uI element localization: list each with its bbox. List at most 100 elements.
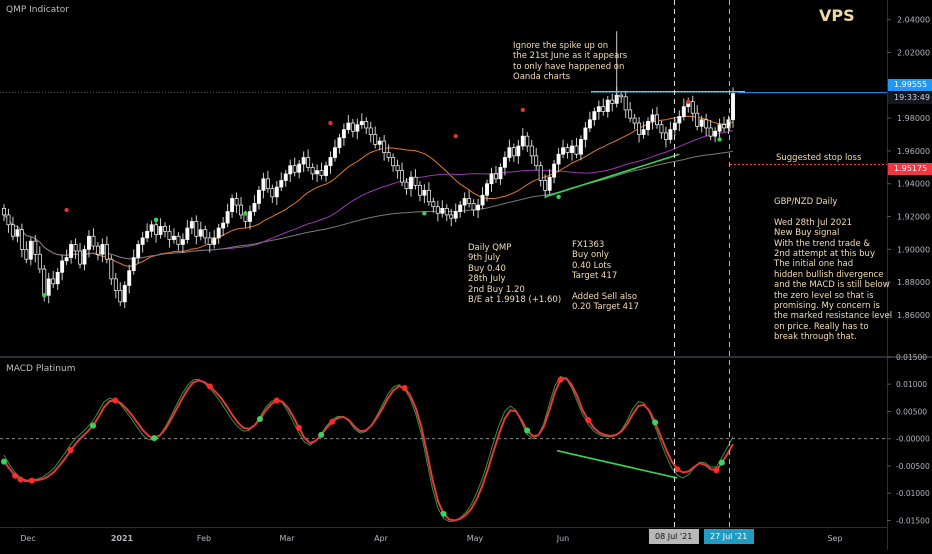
candle-body-up	[288, 165, 293, 175]
last-price-tag: 1.99555	[894, 80, 928, 89]
candle-body-down	[637, 122, 642, 135]
candle	[498, 163, 503, 185]
candle-body-down	[449, 214, 454, 219]
candle	[37, 246, 42, 274]
candle	[252, 195, 257, 216]
candle	[489, 167, 494, 192]
candle	[359, 113, 364, 129]
candle	[722, 116, 727, 133]
candle	[189, 217, 194, 235]
candle	[292, 157, 297, 177]
note-stop-loss: Suggested stop loss	[776, 153, 862, 163]
candle-body-down	[494, 173, 498, 180]
candle	[704, 113, 709, 137]
candle	[234, 192, 239, 214]
candle-body-up	[283, 173, 288, 181]
candle	[409, 171, 413, 197]
candle	[395, 159, 400, 179]
buy-signal-dot	[556, 194, 561, 200]
candle-body-up	[605, 99, 610, 112]
price-tick-label: 1.90000	[897, 245, 930, 254]
price-panel-title[interactable]: QMP Indicator	[6, 5, 69, 15]
candle-body-up	[507, 147, 512, 158]
candle-body-up	[596, 106, 601, 112]
candle	[301, 151, 306, 173]
time-tick-label: Dec	[20, 534, 35, 543]
macd-tick-label: 0.00500	[896, 407, 927, 416]
candle	[467, 190, 472, 208]
candle-body-up	[216, 227, 221, 239]
candle	[341, 123, 346, 146]
candle	[578, 135, 583, 161]
candle	[695, 105, 700, 131]
candle	[198, 221, 203, 241]
candle-body-up	[274, 186, 279, 198]
candle	[547, 169, 552, 195]
candle	[520, 128, 525, 151]
candle-body-down	[239, 204, 243, 216]
candle-body-down	[471, 203, 476, 211]
candle	[91, 228, 96, 251]
candle	[131, 249, 136, 275]
candle	[377, 136, 382, 151]
ma-slow-line	[3, 150, 734, 260]
macd-red-dot	[206, 383, 213, 390]
ma-fast-line	[3, 115, 734, 267]
candle-body-up	[646, 121, 650, 130]
candle-body-down	[203, 229, 208, 239]
candle	[502, 151, 507, 176]
candle	[350, 118, 355, 138]
price-levels	[0, 90, 887, 198]
candle-body-up	[189, 221, 194, 229]
candle	[24, 241, 29, 264]
candle-body-up	[315, 170, 320, 175]
candle-body-down	[350, 122, 355, 132]
candle-body-down	[722, 124, 727, 129]
candle-body-down	[10, 224, 15, 237]
candle-body-up	[136, 244, 141, 258]
candle-body-up	[158, 226, 163, 235]
candle-body-down	[467, 198, 472, 204]
candle	[641, 121, 646, 139]
candle-body-down	[19, 229, 24, 250]
candle-body-up	[60, 260, 65, 273]
candle-body-down	[426, 189, 431, 203]
candle-body-up	[333, 147, 337, 158]
candle	[543, 174, 548, 199]
candle	[628, 101, 633, 123]
candle	[283, 169, 288, 187]
candle-body-up	[677, 116, 682, 124]
candle	[158, 218, 163, 239]
candle	[663, 126, 668, 148]
candle	[87, 230, 91, 258]
candle	[145, 223, 150, 242]
candle-body-up	[355, 124, 360, 132]
candle-body-up	[261, 178, 266, 191]
candle-body-up	[221, 222, 226, 229]
candle	[163, 222, 167, 238]
candle-body-down	[2, 208, 6, 216]
candle-body-down	[663, 132, 668, 140]
candle	[646, 117, 650, 136]
candle	[333, 139, 337, 162]
note-spike: Ignore the spike up on the 21st June as …	[513, 41, 628, 83]
candle	[33, 235, 38, 263]
time-tick-label: Jun	[556, 534, 570, 543]
candle	[15, 225, 20, 243]
price-candles	[2, 31, 735, 308]
price-tick-label: 1.98000	[897, 114, 930, 123]
candle-body-up	[422, 189, 427, 196]
candle	[426, 182, 431, 206]
macd-panel-title[interactable]: MACD Platinum	[6, 364, 76, 374]
candle	[382, 135, 387, 161]
stop-loss-tag-bg	[888, 163, 932, 175]
candle	[583, 121, 588, 148]
candle-body-up	[552, 163, 557, 178]
candle-body-up	[131, 257, 136, 272]
candle-body-down	[265, 178, 270, 190]
candle	[453, 203, 458, 223]
buy-signal-dot	[717, 137, 722, 142]
candle-body-down	[395, 165, 400, 171]
macd-green-dot	[90, 422, 97, 429]
